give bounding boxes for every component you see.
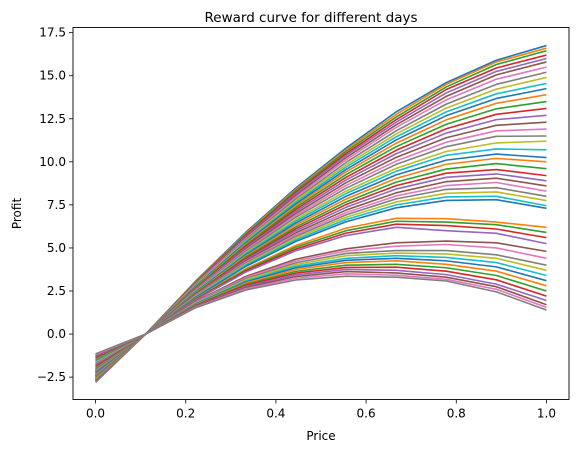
- y-tick-label: 17.5: [39, 26, 66, 40]
- x-tick-label: 0.6: [357, 407, 376, 421]
- y-tick-label: 7.5: [47, 198, 66, 212]
- x-axis-ticks: 0.0 0.2 0.4 0.6 0.8 1.0: [86, 399, 556, 421]
- x-tick-label: 0.4: [266, 407, 285, 421]
- series-line-38: [95, 249, 547, 364]
- y-tick-label: 5.0: [47, 241, 66, 255]
- series-line-35: [95, 226, 547, 366]
- x-tick-label: 0.0: [86, 407, 105, 421]
- series-line-34: [95, 223, 547, 367]
- x-axis-label: Price: [306, 429, 335, 443]
- x-tick-label: 1.0: [537, 407, 556, 421]
- series-line-45: [95, 268, 547, 358]
- y-tick-label: 12.5: [39, 112, 66, 126]
- series-line-46: [95, 270, 547, 357]
- y-tick-label: −2.5: [37, 370, 66, 384]
- series-line-47: [95, 272, 547, 356]
- y-axis-ticks: −2.5 0.0 2.5 5.0 7.5 10.0 12.5 15.0 17.5: [37, 26, 73, 384]
- y-tick-label: 10.0: [39, 155, 66, 169]
- plot-area: [94, 44, 547, 383]
- y-tick-label: 15.0: [39, 69, 66, 83]
- series-line-15: [95, 114, 547, 377]
- chart-title: Reward curve for different days: [204, 10, 417, 26]
- series-line-48: [95, 275, 547, 355]
- y-tick-label: 2.5: [47, 284, 66, 298]
- y-tick-label: 0.0: [47, 327, 66, 341]
- y-axis-label: Profit: [10, 198, 24, 230]
- x-tick-label: 0.2: [176, 407, 195, 421]
- series-line-12: [95, 93, 547, 378]
- axes-frame: [72, 27, 570, 400]
- x-tick-label: 0.8: [447, 407, 466, 421]
- series-group: [94, 44, 547, 383]
